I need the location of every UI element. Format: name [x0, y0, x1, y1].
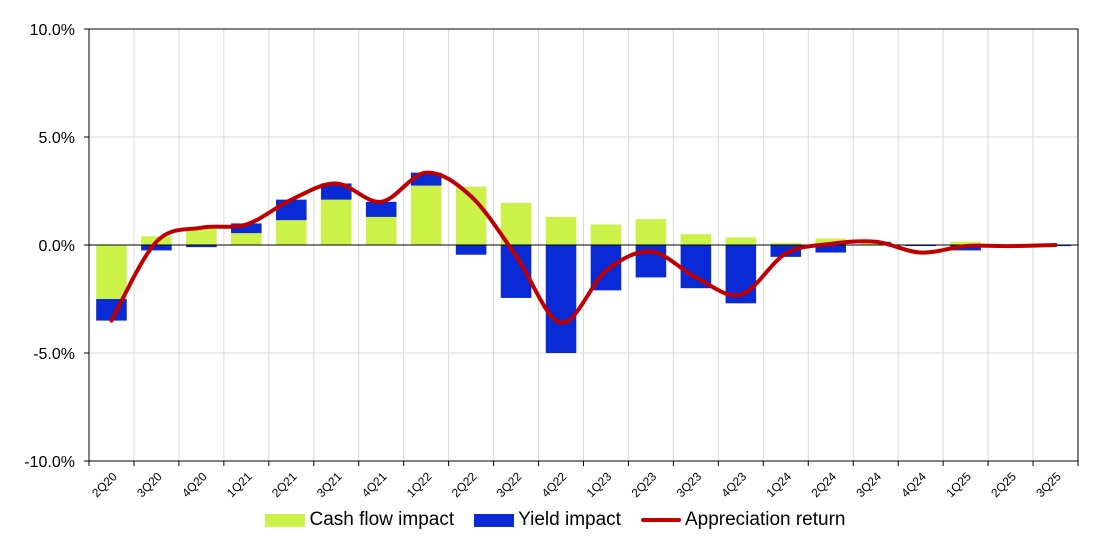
- y-tick-label: 5.0%: [39, 130, 75, 147]
- bar-yield-impact-4Q20: [186, 245, 217, 248]
- bar-yield-impact-4Q24: [905, 245, 936, 247]
- legend-label-cash-flow: Cash flow impact: [309, 509, 455, 530]
- x-tick-label: 1Q21: [224, 469, 255, 500]
- bar-yield-impact-3Q20: [141, 245, 172, 251]
- x-tick-label: 2Q24: [808, 469, 839, 500]
- bar-yield-impact-2Q21: [276, 199, 307, 221]
- chart: 10.0% 5.0% 0.0% -5.0% -10.0% 2Q20 3Q20 4Q20 1Q2…: [24, 22, 1079, 500]
- x-tick-label: 3Q25: [1033, 469, 1064, 500]
- bar-cash-flow-impact-2Q21: [276, 220, 307, 245]
- y-tick-label: 10.0%: [30, 22, 75, 39]
- legend-item-yield[interactable]: Yield impact: [474, 509, 621, 531]
- bars: [96, 172, 1071, 353]
- x-tick-label: 2Q22: [449, 469, 480, 500]
- bar-cash-flow-impact-1Q24: [770, 242, 802, 245]
- bar-cash-flow-impact-2Q23: [635, 219, 667, 245]
- bar-cash-flow-impact-3Q23: [680, 234, 712, 245]
- x-tick-label: 4Q21: [359, 469, 390, 500]
- bar-cash-flow-impact-3Q21: [320, 199, 352, 245]
- bar-cash-flow-impact-1Q21: [231, 233, 262, 245]
- x-tick-label: 2Q25: [988, 469, 1019, 500]
- bar-cash-flow-impact-2Q20: [96, 245, 127, 299]
- x-tick-label: 1Q22: [404, 469, 435, 500]
- x-tick-label: 3Q20: [134, 469, 165, 500]
- bar-cash-flow-impact-4Q20: [186, 227, 217, 245]
- x-tick-label: 3Q21: [314, 469, 345, 500]
- bar-cash-flow-impact-1Q25: [950, 241, 981, 245]
- x-tick-label: 3Q24: [853, 469, 884, 500]
- x-tick-label: 1Q24: [763, 469, 794, 500]
- x-tick-label: 4Q23: [719, 469, 750, 500]
- bar-cash-flow-impact-2Q24: [815, 238, 847, 245]
- legend: Cash flow impact Yield impact Appreciati…: [0, 506, 1111, 534]
- bar-yield-impact-4Q21: [365, 201, 397, 217]
- legend-label-yield: Yield impact: [518, 509, 621, 530]
- y-tick-label: -5.0%: [33, 346, 75, 363]
- y-tick-label: -10.0%: [24, 454, 75, 471]
- x-tick-label: 4Q20: [179, 469, 210, 500]
- bar-cash-flow-impact-4Q22: [545, 216, 577, 245]
- x-tick-label: 2Q21: [269, 469, 300, 500]
- x-tick-label: 1Q23: [584, 469, 615, 500]
- bar-yield-impact-3Q21: [320, 183, 352, 200]
- x-tick-label: 3Q22: [494, 469, 525, 500]
- bar-yield-impact-1Q24: [770, 245, 802, 257]
- y-axis: 10.0% 5.0% 0.0% -5.0% -10.0%: [24, 22, 89, 471]
- x-tick-label: 1Q25: [943, 469, 974, 500]
- x-tick-label: 4Q22: [539, 469, 570, 500]
- bar-yield-impact-1Q21: [231, 223, 262, 234]
- bar-yield-impact-4Q22: [545, 245, 577, 353]
- bar-cash-flow-impact-4Q21: [365, 216, 397, 245]
- legend-label-appreciation: Appreciation return: [684, 509, 846, 530]
- appreciation-swatch: [640, 518, 681, 522]
- bar-yield-impact-2Q24: [815, 245, 847, 253]
- appreciation-return-line: [109, 170, 1058, 325]
- bar-yield-impact-2Q22: [455, 245, 487, 255]
- bar-cash-flow-impact-4Q23: [725, 237, 757, 245]
- legend-item-cash-flow[interactable]: Cash flow impact: [265, 509, 454, 531]
- x-tick-label: 2Q23: [629, 469, 660, 500]
- legend-item-appreciation[interactable]: Appreciation return: [640, 509, 846, 531]
- bar-cash-flow-impact-1Q23: [590, 224, 622, 245]
- x-axis: 2Q20 3Q20 4Q20 1Q21 2Q21 3Q21 4Q21 1Q22 2Q22 3Q22…: [88, 461, 1079, 500]
- cash-flow-swatch: [265, 513, 306, 527]
- x-tick-label: 2Q20: [89, 469, 120, 500]
- x-tick-label: 3Q23: [674, 469, 705, 500]
- y-tick-label: 0.0%: [39, 238, 75, 255]
- yield-swatch: [474, 513, 515, 527]
- x-tick-label: 4Q24: [898, 469, 929, 500]
- bar-cash-flow-impact-3Q24: [860, 242, 891, 245]
- bar-cash-flow-impact-1Q22: [410, 185, 442, 245]
